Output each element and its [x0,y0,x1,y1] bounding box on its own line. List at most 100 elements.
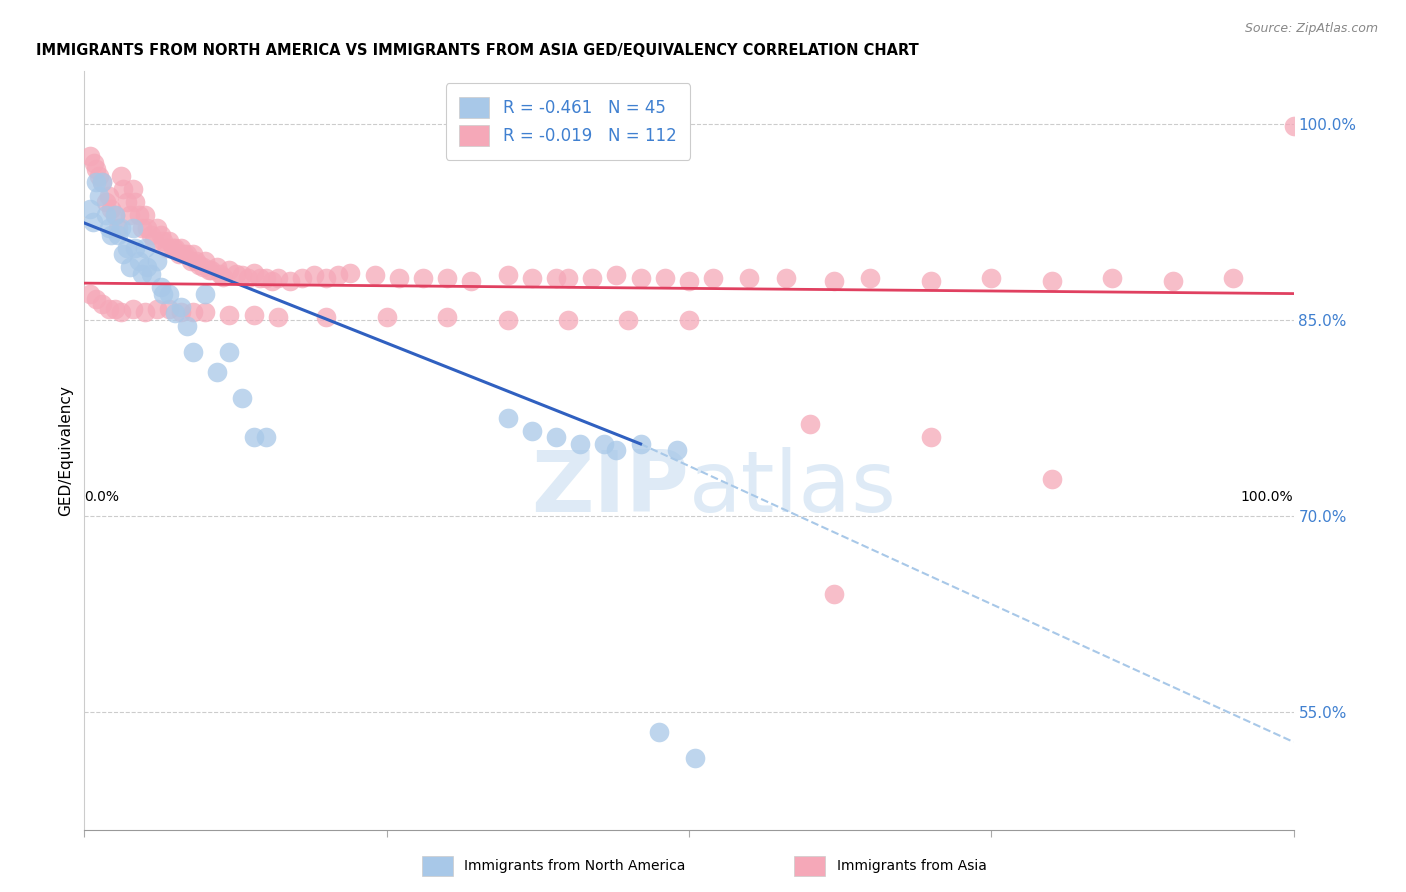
Point [173,247,195,261]
Point [191,260,214,275]
Point [920,430,942,444]
Point [176,319,198,334]
Point [702,271,724,285]
Point [436,310,458,325]
Point [630,437,652,451]
Point [254,430,277,444]
Point [79,286,101,301]
Point [79,149,101,163]
Point [124,241,146,255]
Point [225,267,247,281]
Text: IMMIGRANTS FROM NORTH AMERICA VS IMMIGRANTS FROM ASIA GED/EQUIVALENCY CORRELATIO: IMMIGRANTS FROM NORTH AMERICA VS IMMIGRA… [37,43,918,58]
Point [176,247,198,261]
Text: Immigrants from North America: Immigrants from North America [464,859,685,873]
Point [242,430,264,444]
Point [207,260,229,275]
Point [104,208,127,222]
Point [823,273,845,287]
Point [167,247,190,261]
Point [157,235,180,249]
Point [267,310,290,325]
Point [139,267,162,281]
Point [112,247,135,261]
Point [436,271,458,285]
Point [134,208,156,222]
Point [91,176,114,190]
Point [149,227,172,242]
Point [412,271,434,285]
Point [1040,472,1063,486]
Point [104,208,127,222]
Point [207,365,229,379]
Point [82,215,104,229]
Point [152,286,174,301]
Point [460,273,482,287]
Point [165,241,187,255]
Point [110,169,132,183]
Point [86,162,108,177]
Point [104,302,127,317]
Point [87,169,110,183]
Text: 100.0%: 100.0% [1241,490,1294,504]
Point [557,312,579,326]
Point [115,241,138,255]
Point [496,268,519,283]
Point [799,417,821,432]
Point [110,221,132,235]
Point [180,253,202,268]
Point [375,310,398,325]
Point [181,247,204,261]
Point [121,302,143,317]
Point [980,271,1002,285]
Point [155,241,177,255]
Point [520,271,543,285]
Point [107,227,129,242]
Text: Source: ZipAtlas.com: Source: ZipAtlas.com [1244,22,1378,36]
Point [1282,120,1305,134]
Point [388,271,411,285]
Point [569,437,592,451]
Point [146,221,169,235]
Point [328,268,350,283]
Point [124,195,146,210]
Point [363,268,385,283]
Point [496,312,519,326]
Point [146,302,169,317]
Point [218,308,240,322]
Point [218,263,240,277]
Point [115,195,138,210]
Point [86,292,108,306]
Point [170,300,193,314]
Point [136,260,159,275]
Point [83,156,105,170]
Point [94,195,117,210]
Point [91,176,114,190]
Point [648,724,671,739]
Point [1161,273,1184,287]
Point [134,305,156,319]
Point [120,260,142,275]
Point [188,258,211,272]
Point [136,221,159,235]
Point [920,273,942,287]
Point [170,241,193,255]
Point [231,391,253,405]
Point [630,271,652,285]
Point [194,286,217,301]
Point [94,208,117,222]
Text: atlas: atlas [689,447,897,530]
Point [143,235,166,249]
Point [267,271,290,285]
Point [134,241,156,255]
Point [520,424,543,438]
Point [775,271,797,285]
Point [97,221,120,235]
Point [149,280,172,294]
Point [242,266,264,280]
Point [291,271,314,285]
Point [181,305,204,319]
Point [581,271,603,285]
Point [678,273,700,287]
Point [162,241,184,255]
Point [194,253,217,268]
